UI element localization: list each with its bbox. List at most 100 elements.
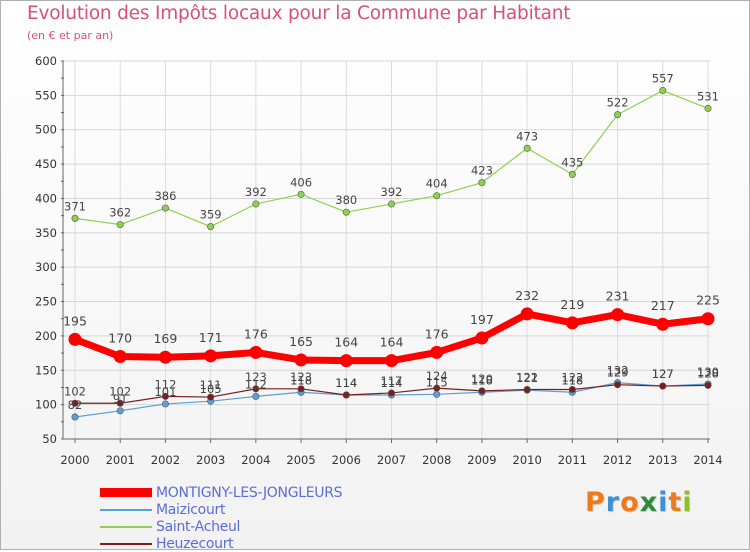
- x-tick-label: 2011: [558, 453, 587, 467]
- data-label: 473: [516, 129, 538, 143]
- data-point: [430, 345, 444, 359]
- legend-swatch: [100, 542, 152, 545]
- data-point: [433, 390, 441, 398]
- data-label: 123: [290, 370, 312, 384]
- data-label: 111: [200, 378, 222, 392]
- data-point: [478, 179, 486, 187]
- data-point: [659, 382, 667, 390]
- y-tick-label: 100: [35, 398, 57, 412]
- y-tick-label: 50: [42, 432, 57, 446]
- logo-letter: P: [585, 487, 606, 518]
- data-point: [704, 381, 712, 389]
- logo-letter: i: [682, 487, 693, 518]
- data-label: 423: [471, 164, 493, 178]
- data-label: 169: [153, 331, 177, 346]
- data-point: [297, 385, 305, 393]
- legend-swatch: [100, 525, 152, 528]
- data-label: 176: [425, 326, 449, 341]
- legend-label: Heuzecourt: [156, 535, 234, 552]
- data-point: [297, 190, 305, 198]
- data-label: 164: [380, 335, 404, 350]
- x-tick-label: 2004: [241, 453, 270, 467]
- data-label: 197: [470, 312, 494, 327]
- data-label: 404: [426, 177, 448, 191]
- data-labels: 371 362 386 359 392 406 380 392 404 423 473 435 522 5…: [63, 72, 720, 412]
- data-label: 102: [109, 384, 131, 398]
- data-point: [387, 200, 395, 208]
- data-label: 219: [560, 297, 584, 312]
- data-point: [433, 192, 441, 200]
- x-tick-label: 2006: [332, 453, 361, 467]
- x-tick-label: 2010: [513, 453, 542, 467]
- data-label: 231: [606, 289, 630, 304]
- chart-title: Evolution des Impôts locaux pour la Comm…: [27, 3, 571, 24]
- data-label: 232: [515, 288, 539, 303]
- proxiti-logo: Proxiti: [585, 487, 693, 518]
- data-point: [614, 111, 622, 119]
- data-point: [113, 350, 127, 364]
- data-label: 371: [64, 199, 86, 213]
- data-label: 165: [289, 334, 313, 349]
- data-label: 114: [335, 376, 357, 390]
- x-tick-label: 2013: [648, 453, 677, 467]
- data-label: 531: [697, 89, 719, 103]
- data-label: 130: [697, 365, 719, 379]
- data-point: [568, 386, 576, 394]
- data-point: [385, 354, 398, 368]
- data-label: 114: [335, 376, 357, 390]
- legend: MONTIGNY-LES-JONGLEURS Maizicourt Saint-Ac…: [100, 484, 343, 552]
- y-tick-label: 400: [35, 191, 57, 205]
- series-lines: [68, 87, 715, 421]
- legend-swatch: [100, 488, 152, 497]
- x-tick-label: 2000: [60, 453, 89, 467]
- data-label: 114: [381, 376, 403, 390]
- data-point: [71, 399, 79, 407]
- data-label: 115: [426, 375, 448, 389]
- x-tick-label: 2002: [151, 453, 180, 467]
- data-point: [161, 392, 169, 400]
- data-point: [252, 385, 260, 393]
- data-point: [523, 144, 531, 152]
- x-tick-label: 2005: [286, 453, 315, 467]
- data-label: 112: [154, 377, 176, 391]
- data-label: 123: [245, 370, 267, 384]
- legend-entry: Saint-Acheul: [100, 518, 342, 535]
- legend-label: Maizicourt: [156, 501, 226, 518]
- x-tick-label: 2009: [467, 453, 496, 467]
- data-label: 120: [471, 372, 493, 386]
- legend-label: MONTIGNY-LES-JONGLEURS: [156, 484, 343, 501]
- data-point: [433, 384, 441, 392]
- data-point: [704, 104, 712, 112]
- data-point: [161, 400, 169, 408]
- y-tick-label: 500: [35, 123, 57, 137]
- data-point: [207, 393, 215, 401]
- data-point: [520, 307, 534, 321]
- data-point: [294, 353, 308, 367]
- data-point: [249, 345, 263, 359]
- data-point: [701, 312, 715, 326]
- data-label: 121: [516, 371, 538, 385]
- y-tick-label: 250: [35, 295, 57, 309]
- data-point: [475, 331, 489, 345]
- data-point: [342, 391, 350, 399]
- data-label: 557: [652, 72, 674, 86]
- data-label: 127: [652, 367, 674, 381]
- x-tick-label: 2007: [377, 453, 406, 467]
- legend-swatch: [100, 508, 152, 511]
- y-tick-label: 300: [35, 260, 57, 274]
- data-label: 380: [335, 193, 357, 207]
- x-tick-label: 2003: [196, 453, 225, 467]
- legend-entry: Heuzecourt: [100, 535, 342, 552]
- data-label: 392: [245, 185, 267, 199]
- data-label: 101: [154, 385, 176, 399]
- logo-letter: r: [605, 487, 621, 518]
- data-point: [71, 214, 79, 222]
- data-label: 217: [651, 298, 675, 313]
- x-tick-label: 2012: [603, 453, 632, 467]
- data-point: [659, 87, 667, 95]
- data-point: [204, 349, 218, 363]
- y-tick-label: 150: [35, 363, 57, 377]
- data-label: 171: [199, 330, 223, 345]
- data-point: [565, 316, 579, 330]
